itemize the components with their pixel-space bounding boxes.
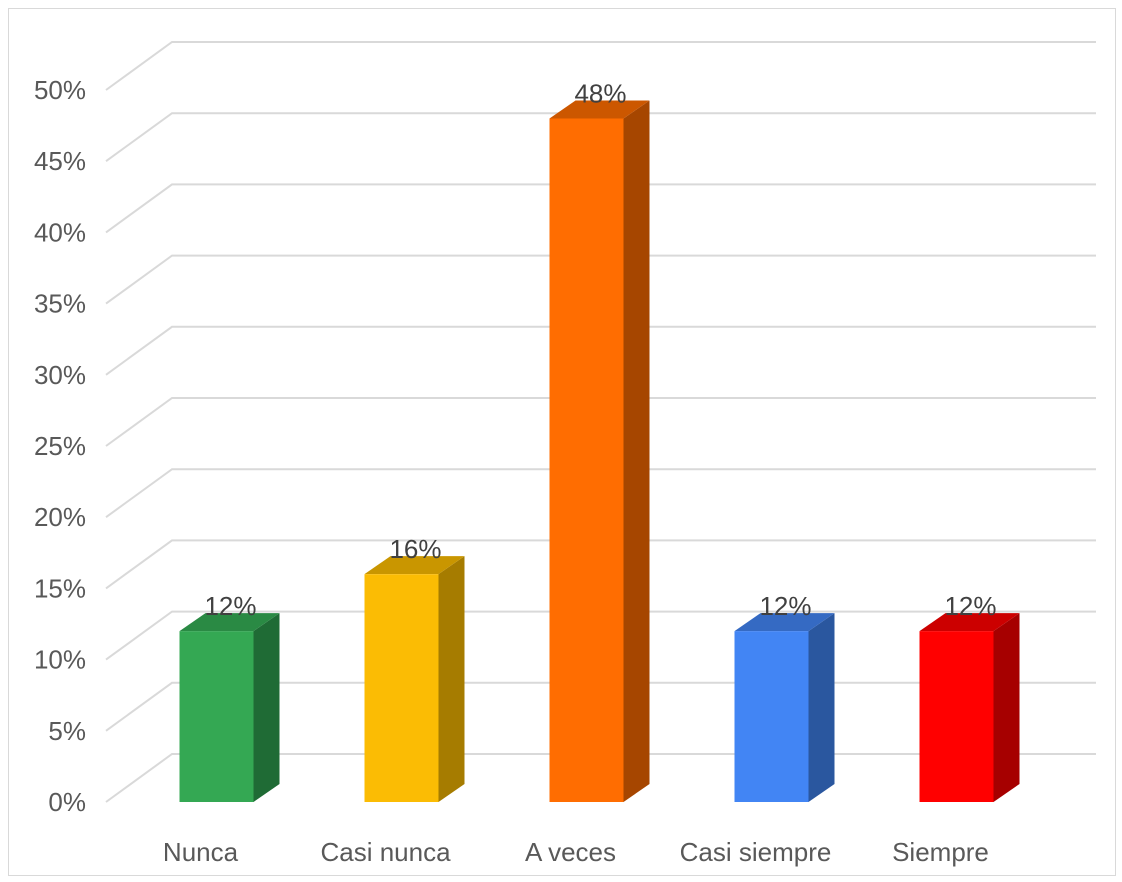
y-tick-label: 0% — [48, 787, 86, 817]
y-tick-label: 5% — [48, 716, 86, 746]
gridline — [105, 610, 1096, 661]
bar-side — [808, 613, 835, 802]
gridline — [105, 468, 1096, 519]
bar-front — [179, 631, 254, 802]
bar-top — [919, 613, 1020, 632]
data-labels: 12% 16% 48% 12% 12% — [204, 78, 996, 621]
bar — [364, 556, 465, 802]
data-label: 48% — [574, 78, 626, 108]
bar — [734, 613, 835, 802]
y-tick-label: 45% — [34, 146, 86, 176]
category-label: Casi nunca — [320, 837, 451, 867]
gridline — [105, 41, 1096, 91]
gridline — [105, 539, 1096, 590]
y-tick-label: 35% — [34, 289, 86, 319]
gridline — [105, 112, 1096, 163]
category-label: Siempre — [892, 837, 989, 867]
bar-top — [734, 613, 835, 632]
data-label: 12% — [204, 591, 256, 621]
y-tick-label: 30% — [34, 360, 86, 390]
gridline — [105, 183, 1096, 234]
bar-front — [549, 118, 624, 803]
y-tick-label: 50% — [34, 75, 86, 105]
bar-side — [993, 613, 1020, 802]
bar-side — [253, 613, 280, 802]
y-tick-label: 25% — [34, 431, 86, 461]
y-axis-tick-labels: 0% 5% 10% 15% 20% 25% 30% 35% 40% 45% 50% — [34, 75, 86, 817]
data-label: 12% — [944, 591, 996, 621]
bar-side — [623, 100, 650, 803]
bars — [179, 100, 1020, 803]
y-tick-label: 10% — [34, 645, 86, 675]
gridline — [105, 325, 1096, 376]
bar — [179, 613, 280, 802]
gridline — [105, 254, 1096, 305]
bar-top — [549, 100, 650, 119]
category-labels: Nunca Casi nunca A veces Casi siempre Siempr… — [163, 837, 989, 867]
bar — [549, 100, 650, 803]
y-tick-label: 40% — [34, 217, 86, 247]
data-label: 12% — [759, 591, 811, 621]
bar-front — [919, 631, 994, 802]
bar-side — [438, 556, 465, 802]
bar-front — [734, 631, 809, 802]
y-tick-label: 15% — [34, 573, 86, 603]
bar-top — [179, 613, 280, 632]
category-label: Nunca — [163, 837, 239, 867]
bar-top — [364, 556, 465, 575]
data-label: 16% — [389, 534, 441, 564]
category-label: Casi siempre — [680, 837, 832, 867]
bar-front — [364, 574, 439, 802]
bar — [919, 613, 1020, 802]
y-tick-label: 20% — [34, 502, 86, 532]
gridline — [105, 397, 1096, 447]
category-label: A veces — [525, 837, 616, 867]
